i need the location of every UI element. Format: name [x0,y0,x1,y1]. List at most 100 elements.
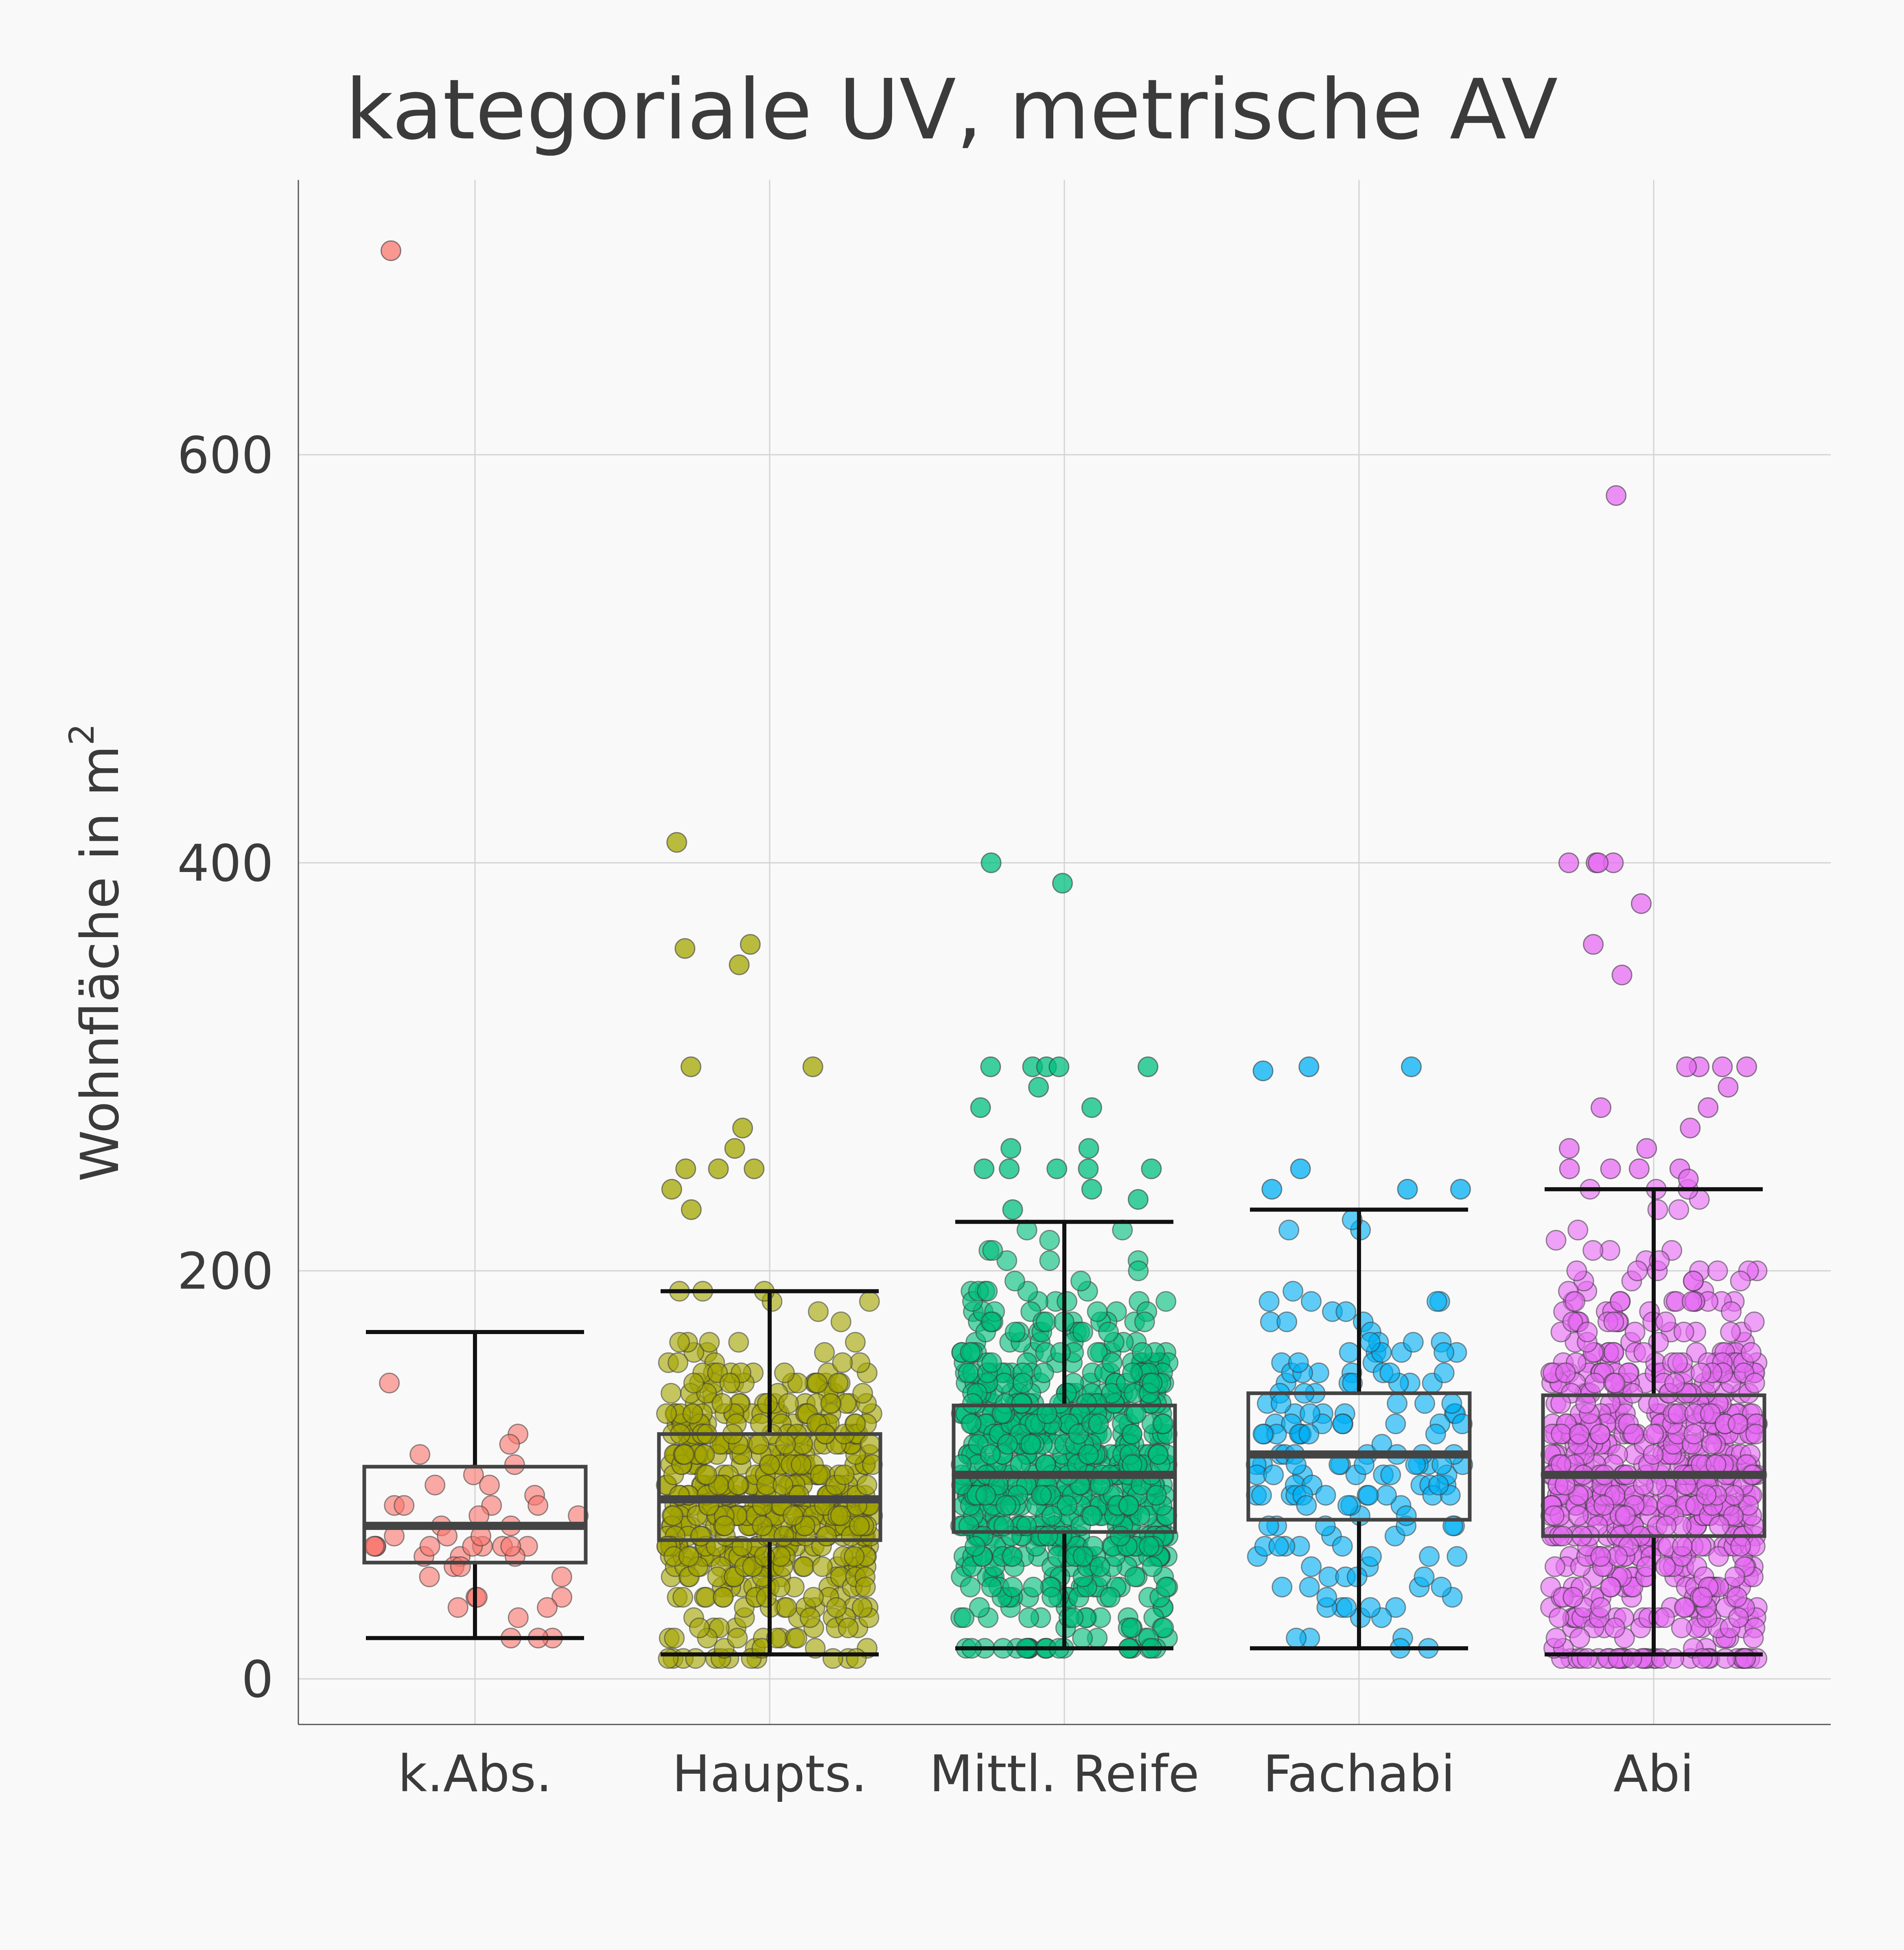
data-point [1683,1271,1704,1292]
data-point [1663,1648,1685,1669]
data-point [845,1413,866,1435]
data-point [1337,1495,1358,1516]
data-point [1621,1648,1642,1669]
data-point [450,1556,471,1577]
data-point [996,1495,1017,1516]
data-point [1590,1546,1611,1567]
outlier-point [666,832,687,853]
data-point [1664,1372,1685,1393]
data-point [997,1434,1018,1455]
data-point [1548,1607,1569,1628]
data-point [1282,1281,1304,1302]
data-point [727,1628,748,1649]
data-point [1057,1495,1078,1516]
data-point [1545,1229,1567,1251]
data-point [1735,1648,1756,1669]
outlier-point [1252,1060,1274,1082]
data-point [852,1383,873,1404]
data-point [1447,1546,1468,1567]
data-point [830,1311,851,1332]
data-point [977,1281,998,1302]
data-point [674,1444,695,1465]
outlier-point [980,852,1002,873]
outlier-point [974,1158,995,1179]
data-point [954,1607,975,1628]
box-iqr [952,1403,1177,1534]
y-tick-label: 0 [241,1650,274,1709]
y-axis-title: Wohnfläche in m2 [62,723,131,1181]
data-point [856,1475,878,1496]
data-point [1589,1424,1611,1445]
outlier-point [1078,1158,1099,1179]
data-point [1087,1342,1108,1363]
data-point [776,1597,797,1618]
data-point [682,1403,703,1424]
outlier-point [1591,1097,1612,1118]
outlier-point [1559,1158,1580,1179]
outlier-point [1678,1168,1699,1190]
outlier-point [732,1117,753,1139]
data-point [774,1362,795,1383]
data-point [1263,1464,1284,1486]
data-point [1142,1372,1163,1393]
data-point [656,1403,677,1424]
outlier-point [1081,1097,1102,1118]
data-point [728,1332,749,1353]
data-point [790,1454,812,1475]
outlier-point [1712,1056,1733,1077]
data-point [1087,1301,1108,1322]
data-point [1696,1485,1717,1506]
data-point [1142,1556,1163,1577]
data-point [1692,1648,1713,1669]
data-point [1359,1332,1381,1353]
outlier-point [999,1158,1020,1179]
data-point [1335,1301,1357,1322]
data-point [792,1434,813,1455]
outlier-point [1028,1077,1049,1098]
data-point [1452,1413,1473,1435]
data-point [752,1515,773,1536]
outlier-point [681,1056,702,1077]
data-point [1725,1566,1746,1587]
data-point [820,1393,841,1414]
data-point [1740,1342,1762,1363]
outlier-point [970,1097,991,1118]
outlier-point [1559,1138,1580,1159]
outlier-point [1298,1056,1320,1077]
outlier-point [1450,1179,1471,1200]
outlier-point [1676,1056,1697,1077]
outlier-point [1127,1189,1149,1210]
data-point [409,1444,431,1465]
data-point [1153,1413,1174,1435]
data-point [537,1597,558,1618]
data-point [1131,1342,1153,1363]
outlier-point [744,1158,765,1179]
data-point [1041,1587,1062,1608]
data-point [757,1393,778,1414]
data-point [1301,1556,1322,1577]
data-point [1441,1393,1462,1414]
data-point [1300,1403,1321,1424]
data-point [773,1475,794,1496]
y-tick-label: 400 [177,834,274,893]
data-point [1709,1515,1730,1536]
data-point [1156,1291,1177,1312]
data-point [1361,1546,1382,1567]
x-tick-label: k.Abs. [398,1745,552,1803]
data-point [658,1648,679,1669]
outlier-point [1078,1138,1099,1159]
data-point [1270,1393,1291,1414]
data-point [696,1587,717,1608]
data-point [447,1597,468,1618]
outlier-point [1290,1158,1311,1179]
data-point [1050,1342,1071,1363]
data-point [782,1505,803,1526]
data-point [363,1536,385,1557]
outlier-point [661,1179,682,1200]
outlier-point [1401,1056,1422,1077]
data-point [1672,1536,1693,1557]
outlier-point [681,1199,702,1220]
data-point [799,1607,821,1628]
data-point [1633,1342,1655,1363]
data-point [699,1332,720,1353]
